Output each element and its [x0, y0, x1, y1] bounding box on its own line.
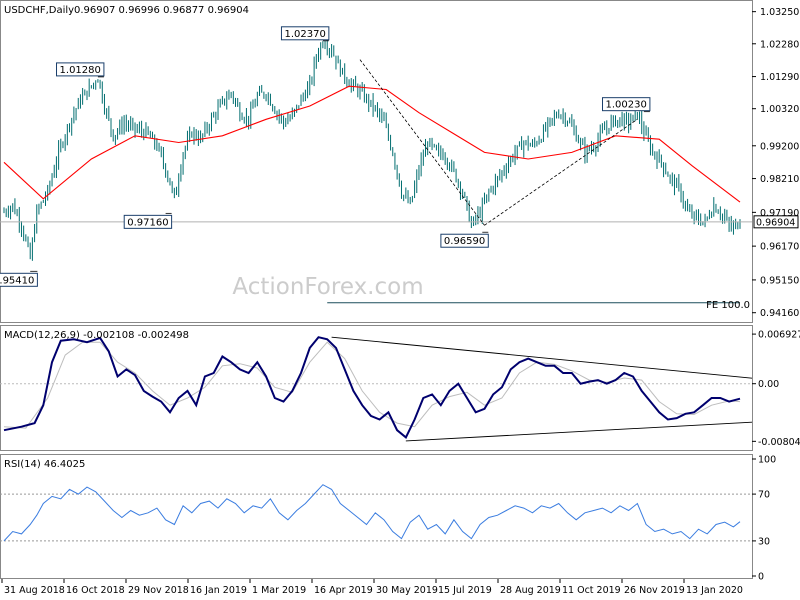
x-tick-label: 28 Aug 2019	[500, 585, 561, 596]
rsi-group	[0, 484, 752, 542]
rsi-y-tick-label: 30	[758, 536, 770, 547]
rsi-y-tick-label: 0	[758, 572, 764, 583]
current-price-tag	[753, 215, 799, 229]
annotation-box	[123, 214, 173, 229]
macd-y-tick-label: 0.00	[758, 379, 779, 390]
macd-trendline	[405, 421, 753, 442]
x-tick-label: 15 Jul 2019	[438, 585, 492, 596]
macd-y-tick-label: -0.008049	[758, 437, 800, 448]
price-y-tick-label: 1.02280	[760, 39, 799, 50]
price-y-tick-label: 0.96170	[760, 242, 799, 253]
rsi-line	[3, 484, 741, 542]
price-y-tick-label: 1.00320	[760, 104, 799, 115]
x-tick-label: 13 Jan 2020	[686, 585, 743, 596]
price-y-tick-label: 0.99200	[760, 141, 799, 152]
current-price-label: 0.96904	[756, 217, 795, 228]
annotation-box	[440, 233, 489, 248]
x-tick-label: 30 May 2019	[376, 585, 438, 596]
macd-title: MACD(12,26,9) -0.002108 -0.002498	[4, 330, 189, 341]
price-panel-frame	[0, 0, 753, 323]
annotation-box	[280, 26, 330, 41]
fe-label: FE 100.0	[706, 300, 750, 311]
x-tick-label: 16 Oct 2018	[66, 585, 125, 596]
price-y-tick-label: 1.03250	[760, 7, 799, 18]
annotation-label: 1.01280	[60, 65, 101, 76]
axes-group: 1.03250 1.02280 1.01290 1.00320 0.99200 0.982…	[1, 7, 800, 596]
rsi-y-tick-label: 70	[758, 490, 770, 501]
x-tick-label: 16 Jan 2019	[190, 585, 247, 596]
price-y-tick-label: 1.01290	[760, 72, 799, 83]
price-y-tick-label: 0.95150	[760, 275, 799, 286]
annotation-label: 0.95410	[0, 275, 34, 286]
annotation-box	[0, 272, 38, 287]
price-bars	[3, 39, 741, 261]
x-tick-label: 11 Oct 2019	[562, 585, 621, 596]
moving-average-line	[3, 85, 741, 203]
macd-line	[3, 336, 741, 439]
annotation-box	[56, 62, 105, 77]
annotation-label: 1.02370	[284, 29, 325, 40]
x-tick-label: 29 Nov 2018	[128, 585, 189, 596]
annotation-label: 1.00230	[606, 100, 647, 111]
x-tick-label: 1 Mar 2019	[252, 585, 306, 596]
rsi-panel-frame	[0, 454, 753, 579]
annotation-box	[602, 97, 651, 112]
dashed-projection-line	[484, 118, 638, 226]
macd-y-tick-label: 0.006927	[758, 330, 800, 341]
chart-header-ohlc: 0.96907 0.96996 0.96877 0.96904	[74, 5, 249, 16]
price-y-tick-label: 0.98210	[760, 174, 799, 185]
moving-average-group	[3, 85, 741, 203]
rsi-title: RSI(14) 46.4025	[4, 459, 85, 470]
annotation-label: 0.96590	[444, 236, 485, 247]
macd-signal-line	[3, 341, 741, 429]
x-tick-label: 16 Apr 2019	[314, 585, 373, 596]
chart-header-symbol: USDCHF,Daily	[4, 5, 74, 16]
macd-panel-frame	[0, 325, 753, 451]
annotation-label: 0.97160	[127, 217, 168, 228]
price-overlays: 1.01280 0.97160 1.02370 0.96590 1.00230 0.954…	[0, 26, 752, 304]
macd-trendline	[331, 336, 753, 379]
price-y-tick-label: 0.94160	[760, 308, 799, 319]
x-tick-label: 26 Nov 2019	[624, 585, 685, 596]
price-y-tick-label: 0.97190	[760, 208, 799, 219]
dashed-projection-line	[359, 59, 485, 226]
watermark: ActionForex.com	[232, 274, 423, 300]
macd-group	[0, 336, 753, 442]
rsi-y-tick-label: 100	[758, 455, 776, 466]
x-tick-label: 31 Aug 2018	[4, 585, 65, 596]
